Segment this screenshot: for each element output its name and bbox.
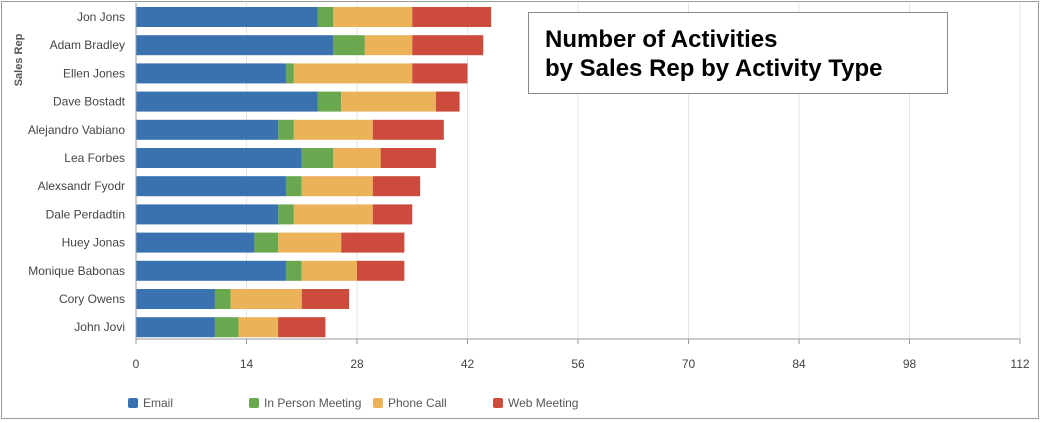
x-tick-label: 98	[903, 357, 917, 371]
bar-segment	[333, 35, 365, 56]
bar-segment	[214, 289, 231, 309]
bar-segment	[285, 176, 302, 197]
x-tick-label: 112	[1010, 357, 1029, 371]
bar-segment	[238, 317, 279, 338]
bar-segment	[136, 260, 286, 281]
chart-title: Number of Activities by Sales Rep by Act…	[528, 12, 948, 94]
x-tick-label: 84	[792, 357, 806, 371]
bar-segment	[214, 317, 239, 338]
bar-segment	[293, 204, 373, 225]
bar-segment	[301, 260, 357, 281]
bar-segment	[372, 204, 413, 225]
category-label: Ellen Jones	[63, 66, 125, 80]
category-label: Adam Bradley	[50, 38, 125, 52]
bar-segment	[136, 176, 286, 197]
legend-label: Email	[143, 396, 174, 410]
category-label: Lea Forbes	[64, 151, 125, 165]
x-tick-label: 0	[133, 357, 140, 371]
bar-segment	[254, 232, 279, 253]
x-tick-label: 56	[571, 357, 585, 371]
bar-segment	[278, 119, 294, 140]
bar-segment	[278, 232, 342, 253]
bar-segment	[285, 63, 294, 84]
bar-segment	[293, 63, 413, 84]
x-tick-label: 28	[350, 357, 364, 371]
legend-label: Phone Call	[388, 396, 447, 410]
bar-segment	[372, 119, 444, 140]
bar-segment	[412, 63, 468, 84]
bar-segment	[136, 289, 215, 309]
legend-item[interactable]: Phone Call	[373, 396, 447, 410]
bar-segment	[136, 35, 334, 56]
legend-label: In Person Meeting	[264, 396, 362, 410]
bar-segment	[380, 148, 436, 168]
category-label: Dale Perdadtin	[46, 207, 125, 221]
bar-segment	[341, 232, 405, 253]
bar-segment	[301, 148, 334, 168]
bar-segment	[293, 119, 373, 140]
chart-title-line-1: Number of Activities	[545, 26, 778, 53]
bar-segment	[230, 289, 302, 309]
legend-item[interactable]: Web Meeting	[493, 396, 578, 410]
bar-segment	[364, 35, 413, 56]
bar-segment	[412, 35, 484, 56]
legend-swatch	[128, 398, 138, 408]
bar-segment	[317, 91, 342, 112]
x-tick-label: 14	[240, 357, 254, 371]
axes: 0 14 28 42 56 70 84 98 112 Jon Jons Adam Bradley El…	[28, 3, 1030, 371]
category-label: Dave Bostadt	[53, 95, 126, 109]
legend-item[interactable]: Email	[128, 396, 173, 410]
bar-segment	[136, 119, 279, 140]
bar-segment	[357, 260, 405, 281]
y-axis-label: Sales Rep	[13, 33, 25, 86]
bar-segment	[136, 204, 279, 225]
bar-segment	[317, 7, 334, 27]
legend-swatch	[249, 398, 259, 408]
bar-segment	[412, 7, 492, 27]
bar-segment	[372, 176, 421, 197]
bar-segment	[136, 148, 302, 168]
bar-segment	[136, 63, 286, 84]
bar-segment	[341, 91, 436, 112]
bar-segment	[136, 7, 318, 27]
legend-swatch	[373, 398, 383, 408]
bar-segment	[136, 317, 215, 338]
bar-segment	[301, 289, 350, 309]
category-label: Alejandro Vabiano	[28, 123, 126, 137]
x-tick-label: 70	[682, 357, 696, 371]
category-label: Jon Jons	[77, 10, 125, 24]
bar-segment	[278, 317, 326, 338]
category-label: John Jovi	[74, 320, 125, 334]
bar-segment	[136, 232, 255, 253]
legend-item[interactable]: In Person Meeting	[249, 396, 361, 410]
bar-segment	[333, 148, 381, 168]
bar-segment	[333, 7, 413, 27]
category-label: Alexsandr Fyodr	[38, 179, 125, 193]
bar-segment	[435, 91, 460, 112]
legend-label: Web Meeting	[508, 396, 579, 410]
category-label: Huey Jonas	[62, 236, 125, 250]
category-label: Cory Owens	[59, 292, 125, 306]
bar-segment	[136, 91, 318, 112]
bar-segment	[278, 204, 294, 225]
x-tick-label: 42	[461, 357, 475, 371]
category-label: Monique Babonas	[28, 264, 125, 278]
legend-swatch	[493, 398, 503, 408]
bar-segment	[285, 260, 302, 281]
chart-title-line-2: by Sales Rep by Activity Type	[545, 55, 883, 82]
bars	[136, 7, 492, 338]
bar-segment	[301, 176, 373, 197]
